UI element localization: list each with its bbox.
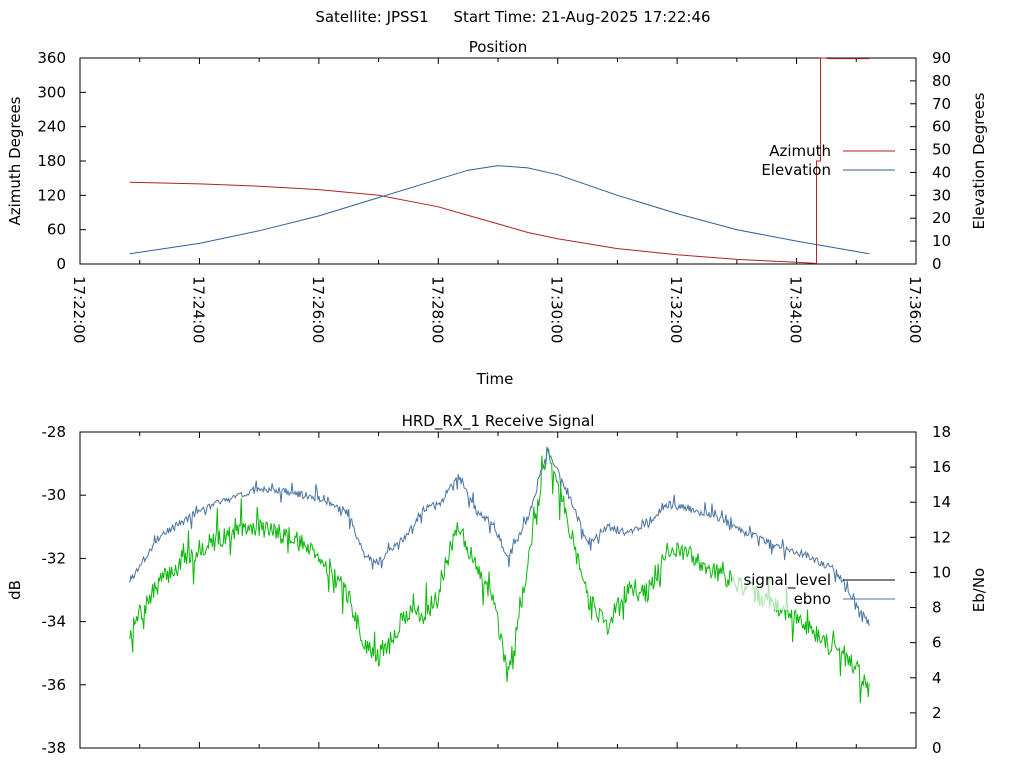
position-y-axis-label: Azimuth Degrees (6, 96, 24, 225)
position-y2-tick-label: 50 (932, 141, 951, 159)
signal-level-trace (129, 447, 870, 627)
signal-y2-tick-label: 2 (932, 704, 942, 722)
position-x-tick-label: 17:28:00 (428, 276, 446, 343)
signal-y2-axis-label: Eb/No (970, 568, 988, 612)
position-y2-tick-label: 40 (932, 163, 951, 181)
position-y2-axis-label: Elevation Degrees (970, 92, 988, 229)
position-y2-tick-label: 60 (932, 118, 951, 136)
position-x-tick-label: 17:24:00 (189, 276, 207, 343)
position-y2-tick-label: 30 (932, 186, 951, 204)
signal-y2-tick-label: 10 (932, 563, 951, 581)
signal-y2-tick-label: 12 (932, 528, 951, 546)
position-x-tick-label: 17:22:00 (70, 276, 88, 343)
position-y-tick-label: 120 (37, 186, 66, 204)
receive-signal-chart: HRD_RX_1 Receive Signal -38 -36 -34 -32 -30 -2… (6, 412, 988, 757)
position-x-tick-label: 17:30:00 (548, 276, 566, 343)
position-y2-tick-label: 90 (932, 49, 951, 67)
satellite-label: Satellite: JPSS1 (315, 8, 428, 26)
position-y-tick-label: 180 (37, 152, 66, 170)
position-y2-tick-label: 80 (932, 72, 951, 90)
position-y2-tick-label: 10 (932, 232, 951, 250)
signal-y2-tick-label: 18 (932, 423, 951, 441)
position-y-tick-label: 0 (56, 255, 66, 273)
position-chart-title: Position (469, 38, 527, 56)
signal-legend-backdrop (732, 568, 830, 610)
position-y-tick-label: 360 (37, 49, 66, 67)
legend-ebno-label: ebno (794, 590, 831, 608)
signal-y-tick-label: -32 (42, 549, 67, 567)
position-x-tick-label: 17:36:00 (906, 276, 924, 343)
signal-y2-tick-label: 6 (932, 634, 942, 652)
position-y-tick-label: 300 (37, 83, 66, 101)
position-y2-tick-label: 0 (932, 255, 942, 273)
signal-y2-tick-label: 16 (932, 458, 951, 476)
signal-y-tick-label: -30 (42, 486, 67, 504)
signal-y2-tick-label: 8 (932, 599, 942, 617)
elevation-series-line (129, 165, 870, 255)
azimuth-series-line (129, 57, 870, 264)
legend-azimuth-label: Azimuth (769, 142, 831, 160)
signal-y-axis-label: dB (6, 580, 24, 600)
signal-y2-tick-label: 4 (932, 669, 942, 687)
signal-y2-tick-label: 14 (932, 493, 951, 511)
position-chart: Position 0 60 120 180 240 300 360 0 10 20 30 40 50 60 7… (6, 38, 988, 388)
position-y2-tick-label: 70 (932, 95, 951, 113)
figure-header: Satellite: JPSS1 Start Time: 21-Aug-2025… (315, 8, 710, 26)
position-y2-tick-label: 20 (932, 209, 951, 227)
start-time-label: Start Time: 21-Aug-2025 17:22:46 (453, 8, 710, 26)
legend-elevation-label: Elevation (761, 161, 831, 179)
position-x-tick-label: 17:32:00 (667, 276, 685, 343)
position-x-tick-label: 17:26:00 (309, 276, 327, 343)
signal-y-tick-label: -34 (42, 613, 67, 631)
signal-chart-title: HRD_RX_1 Receive Signal (402, 412, 595, 431)
signal-y-tick-label: -28 (42, 423, 67, 441)
signal-y2-tick-label: 0 (932, 739, 942, 757)
signal-y-tick-label: -38 (42, 739, 67, 757)
position-y-tick-label: 60 (47, 221, 66, 239)
signal-y-tick-label: -36 (42, 676, 67, 694)
position-x-axis-label: Time (476, 370, 514, 388)
position-y-tick-label: 240 (37, 118, 66, 136)
position-x-tick-label: 17:34:00 (787, 276, 805, 343)
legend-signal-level-label: signal_level (743, 571, 831, 590)
